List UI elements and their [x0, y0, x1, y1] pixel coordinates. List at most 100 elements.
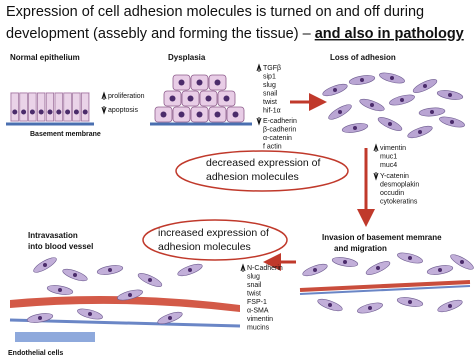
- nucleus: [376, 266, 380, 270]
- arrow-icon: [256, 63, 262, 72]
- marker-text: slug: [263, 82, 276, 89]
- nucleus: [108, 268, 112, 272]
- nucleus: [408, 256, 412, 260]
- nucleus: [333, 88, 337, 92]
- nucleus: [400, 98, 404, 102]
- stage-label: into blood vessel: [28, 242, 93, 251]
- nucleus: [448, 304, 452, 308]
- nucleus: [38, 316, 42, 320]
- nucleus: [188, 268, 192, 272]
- cell: [63, 92, 72, 122]
- nucleus: [169, 95, 176, 102]
- stage-label: Intravasation: [28, 231, 78, 240]
- note-text: proliferation: [108, 93, 145, 100]
- nucleus: [343, 260, 347, 264]
- oval-text: adhesion molecules: [206, 171, 299, 183]
- loss-cells: [322, 72, 465, 139]
- stage-label: Invasion of basement memrane: [322, 233, 442, 242]
- marker-text: snail: [263, 91, 278, 98]
- title-line: Expression of cell adhesion molecules is…: [6, 4, 424, 20]
- nucleus: [368, 306, 372, 310]
- marker-text: muc4: [380, 162, 397, 169]
- nucleus: [438, 268, 442, 272]
- arrow-icon: [101, 91, 107, 100]
- nucleus: [73, 273, 77, 277]
- intravasation-cells: [9, 257, 241, 342]
- nucleus: [232, 111, 239, 118]
- cell: [10, 92, 19, 122]
- stage-label: and migration: [334, 244, 387, 253]
- cell: [19, 92, 28, 122]
- cell: [45, 92, 55, 122]
- stage-label: Dysplasia: [168, 53, 206, 62]
- label: Basement membrane: [30, 131, 101, 138]
- marker-text: TGFβ: [263, 65, 281, 72]
- cell: [72, 92, 81, 122]
- cell: [37, 92, 46, 122]
- stage-label: Loss of adhesion: [330, 53, 396, 62]
- oval-text: decreased expression of: [206, 157, 320, 169]
- marker-text: hif-1α: [263, 108, 281, 115]
- nucleus: [214, 111, 221, 118]
- marker-text: sip1: [263, 74, 276, 81]
- marker-text: slug: [247, 274, 260, 281]
- nucleus: [148, 278, 152, 282]
- nucleus: [353, 126, 357, 130]
- title-emphasis: and also in pathology: [315, 26, 464, 42]
- marker-text: twist: [263, 99, 277, 106]
- nucleus: [196, 79, 203, 86]
- marker-text: β-cadherin: [263, 127, 296, 134]
- nucleus: [21, 109, 27, 115]
- nucleus: [450, 120, 454, 124]
- marker-text: twist: [247, 291, 261, 298]
- oval: [142, 219, 288, 261]
- marker-text: Y-catenin: [380, 173, 409, 180]
- marker-text: occudin: [380, 190, 404, 197]
- marker-text: E-cadherin: [263, 118, 297, 125]
- marker-text: vimentin: [380, 145, 406, 152]
- title-line: development (assebly and forming the tis…: [6, 26, 464, 42]
- marker-text: desmoplakin: [380, 182, 419, 189]
- nucleus: [338, 110, 342, 114]
- nucleus: [128, 293, 132, 297]
- marker-text: cytokeratins: [380, 199, 418, 206]
- nucleus: [65, 109, 71, 115]
- arrow-icon: [256, 117, 262, 126]
- nucleus: [390, 76, 394, 80]
- arrow-icon: [240, 263, 246, 272]
- nucleus: [388, 122, 392, 126]
- nucleus: [88, 312, 92, 316]
- cell: [28, 92, 37, 122]
- cell: [54, 92, 63, 122]
- nucleus: [43, 263, 47, 267]
- label: Endothelial cells: [8, 350, 63, 357]
- marker-text: α-catenin: [263, 135, 292, 142]
- nucleus: [196, 111, 203, 118]
- dysplasia-cells: [150, 74, 252, 126]
- nucleus: [408, 300, 412, 304]
- nucleus: [214, 79, 221, 86]
- nucleus: [328, 303, 332, 307]
- marker-text: N-Cadherin: [247, 265, 283, 272]
- nucleus: [29, 109, 35, 115]
- nucleus: [448, 93, 452, 97]
- nucleus: [370, 103, 374, 107]
- oval-text: adhesion molecules: [158, 241, 251, 253]
- nucleus: [205, 95, 212, 102]
- arrow-icon: [101, 106, 107, 115]
- arrow-icon: [373, 172, 379, 181]
- note-text: apoptosis: [108, 107, 138, 114]
- nucleus: [73, 109, 79, 115]
- nucleus: [187, 95, 194, 102]
- nucleus: [223, 95, 230, 102]
- nucleus: [178, 111, 185, 118]
- nucleus: [313, 268, 317, 272]
- marker-text: f actin: [263, 144, 282, 151]
- nucleus: [460, 260, 464, 264]
- nucleus: [38, 109, 44, 115]
- marker-text: vimentin: [247, 316, 273, 323]
- nucleus: [58, 288, 62, 292]
- cell: [81, 92, 90, 122]
- nucleus: [12, 109, 18, 115]
